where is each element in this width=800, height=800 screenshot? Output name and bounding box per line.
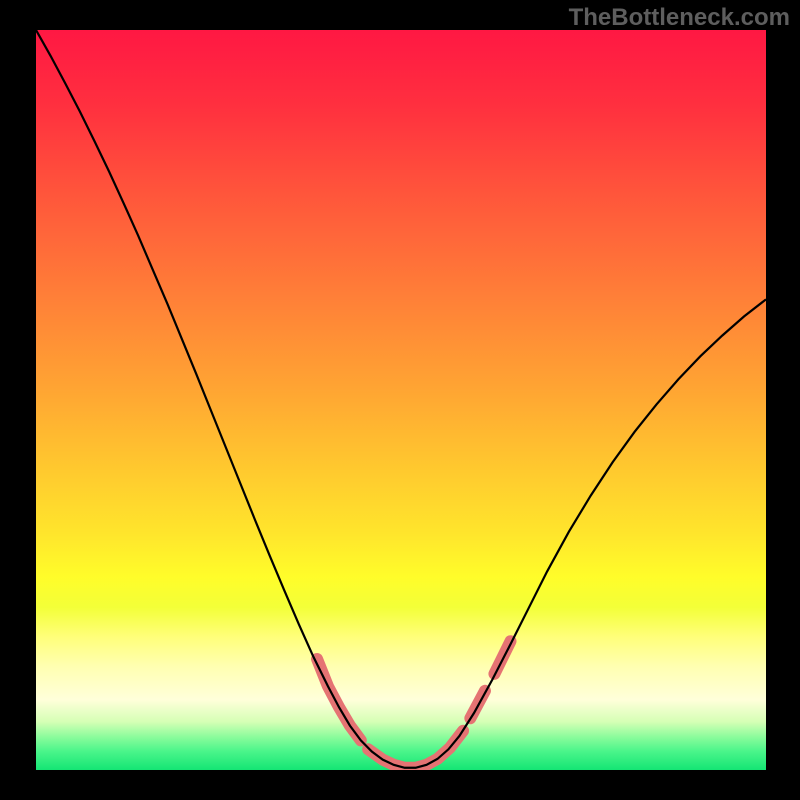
gradient-background (36, 30, 766, 770)
plot-area (36, 30, 766, 770)
chart-frame: TheBottleneck.com (0, 0, 800, 800)
watermark-text: TheBottleneck.com (569, 4, 790, 32)
plot-svg (36, 30, 766, 770)
